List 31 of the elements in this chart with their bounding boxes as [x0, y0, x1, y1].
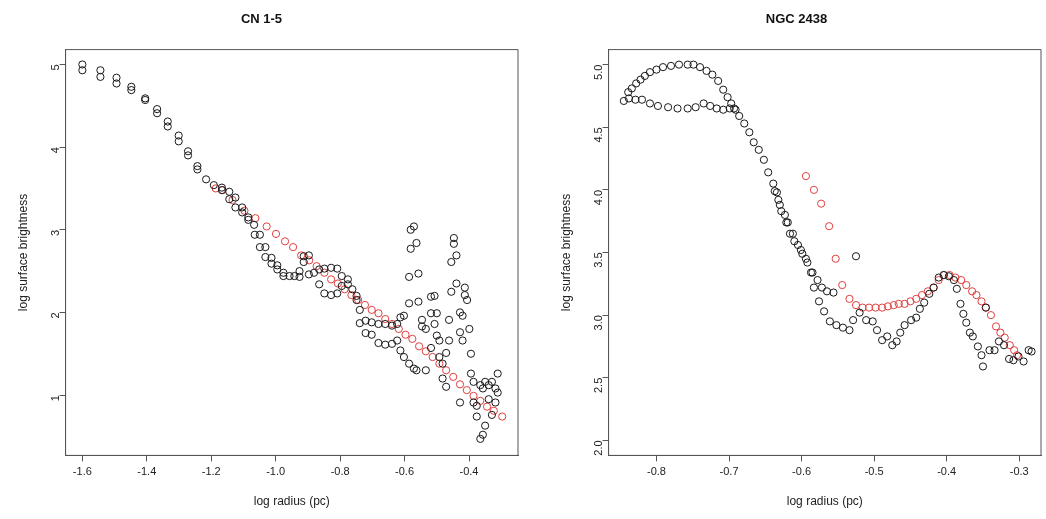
- y-tick-label: 2: [48, 312, 61, 319]
- y-tick-label: 3: [48, 229, 61, 236]
- x-axis-title: log radius (pc): [786, 494, 863, 509]
- y-tick-label: 3.5: [591, 252, 604, 268]
- y-axis-title: log surface brightness: [15, 193, 30, 312]
- x-tick-label: -0.4: [937, 465, 957, 478]
- x-tick-label: -0.6: [395, 465, 415, 478]
- chart-title: CN 1-5: [240, 11, 283, 27]
- chart-title: NGC 2438: [765, 11, 828, 27]
- y-tick-label: 2.0: [591, 440, 604, 456]
- y-tick-label: 1: [48, 395, 61, 402]
- x-tick-label: -1.6: [72, 465, 92, 478]
- y-tick-label: 4.0: [591, 189, 604, 206]
- y-tick-label: 2.5: [591, 377, 604, 394]
- x-axis-title: log radius (pc): [253, 494, 330, 509]
- x-tick-label: -0.5: [864, 465, 884, 478]
- x-tick-label: -0.8: [330, 465, 350, 478]
- y-tick-label: 5.0: [591, 64, 604, 80]
- y-axis-title: log surface brightness: [558, 193, 573, 312]
- x-tick-label: -0.4: [459, 465, 479, 478]
- y-tick-label: 4.5: [591, 127, 604, 143]
- y-tick-label: 5: [48, 64, 61, 71]
- y-tick-label: 3.0: [591, 315, 604, 331]
- x-tick-label: -1.4: [137, 465, 157, 478]
- y-tick-label: 4: [48, 147, 61, 154]
- x-tick-label: -0.3: [1009, 465, 1029, 478]
- x-tick-label: -1.0: [266, 465, 286, 478]
- x-tick-label: -0.6: [792, 465, 812, 478]
- x-tick-label: -1.2: [201, 465, 221, 478]
- x-tick-label: -0.8: [647, 465, 666, 478]
- x-tick-label: -0.7: [719, 465, 739, 478]
